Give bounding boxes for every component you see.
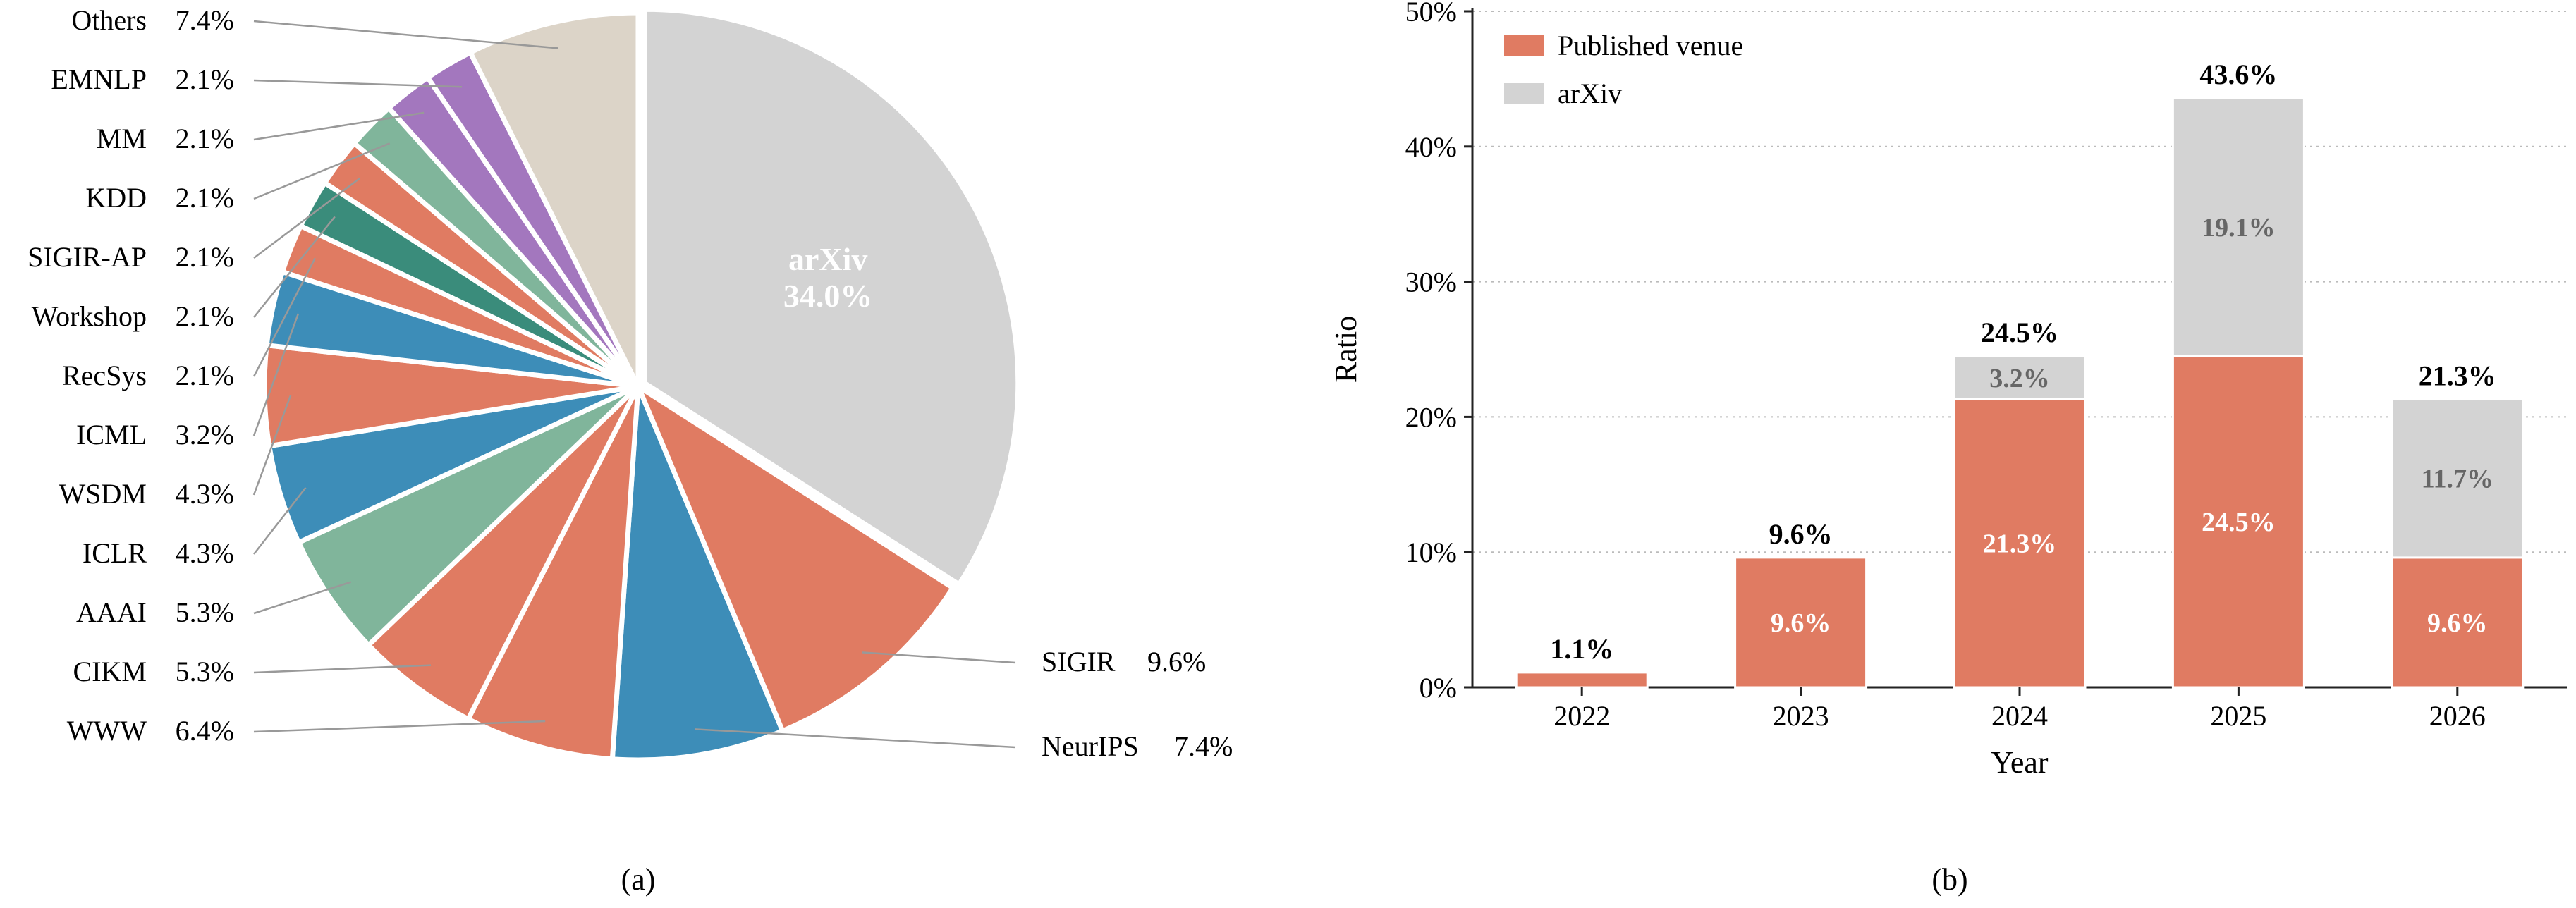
bar-total-2022: 1.1% xyxy=(1550,633,1613,665)
pie-leader-sigir-ap xyxy=(253,177,361,259)
bar-2025-published xyxy=(2171,355,2305,689)
xtick-label-2026: 2026 xyxy=(2429,700,2486,732)
pie-slice-neurips xyxy=(609,384,786,763)
pie-label-kdd: KDD xyxy=(85,182,147,214)
pie-value-emnlp: 2.1% xyxy=(176,63,234,95)
xtick-label-2023: 2023 xyxy=(1773,700,1829,732)
bar-chart: 0% 10% 20% 30% 40% 50% Ratio Year 1.1% 2022 9.6% 9.… xyxy=(1329,0,2567,780)
bar-label-2025-arxiv: 19.1% xyxy=(2202,213,2276,243)
bar-2025-arxiv xyxy=(2171,97,2305,357)
pie-value-workshop: 2.1% xyxy=(176,300,234,332)
bar-total-2025: 43.6% xyxy=(2199,59,2277,90)
bar-total-2026: 21.3% xyxy=(2419,360,2496,391)
pie-leader-www xyxy=(253,720,546,733)
pie-value-www: 6.4% xyxy=(176,715,234,747)
pie-leader-wsdm xyxy=(252,394,292,496)
pie-leader-aaai xyxy=(253,581,352,615)
bar-label-2024-arxiv: 3.2% xyxy=(1989,364,2050,393)
pie-value-aaai: 5.3% xyxy=(176,596,234,628)
pie-value-neurips: 7.4% xyxy=(1174,730,1233,762)
pie-slice-www xyxy=(465,384,641,762)
bar-label-2026-arxiv: 11.7% xyxy=(2422,465,2493,494)
bar-2024-arxiv xyxy=(1953,355,2087,400)
pie-label-sigir: SIGIR xyxy=(1042,646,1116,677)
pie-leader-mm xyxy=(253,111,425,141)
xtick-label-2024: 2024 xyxy=(1991,700,2048,732)
pie-label-recsys: RecSys xyxy=(62,360,147,391)
pie-leader-neurips xyxy=(695,728,1016,749)
pie-leader-workshop xyxy=(253,216,336,318)
pie-value-others: 7.4% xyxy=(176,4,234,36)
pie-slice-aaai xyxy=(296,384,641,648)
pie-leader-kdd xyxy=(253,142,391,200)
pie-value-mm: 2.1% xyxy=(176,123,234,154)
bar-2022-published xyxy=(1515,671,1649,689)
pie-leader-sigir xyxy=(862,651,1016,664)
bar-2026-published xyxy=(2391,556,2525,689)
pie-slice-cikm xyxy=(366,384,641,722)
pie-leader-others xyxy=(253,20,558,49)
ytick-label-30: 30% xyxy=(1405,266,1457,298)
legend-label-published: Published venue xyxy=(1558,30,1743,61)
pie-slice-others xyxy=(468,10,641,389)
ytick-label-10: 10% xyxy=(1405,536,1457,568)
caption-a: (a) xyxy=(621,862,656,897)
legend-swatch-arxiv xyxy=(1504,83,1544,104)
bar-2023-published xyxy=(1734,556,1868,689)
pie-label-sigir-ap: SIGIR-AP xyxy=(28,241,147,273)
pie-value-arxiv: 34.0% xyxy=(783,278,873,314)
bar-total-2024: 24.5% xyxy=(1981,317,2058,348)
bar-label-2024-published: 21.3% xyxy=(1983,529,2057,559)
pie-leader-icml xyxy=(252,313,300,436)
bar-label-2025-published: 24.5% xyxy=(2202,508,2276,537)
pie-label-cikm: CIKM xyxy=(73,656,147,687)
pie-leader-cikm xyxy=(253,664,432,674)
bar-label-2026-published: 9.6% xyxy=(2427,608,2488,638)
pie-label-arxiv: arXiv xyxy=(788,241,867,277)
pie-value-wsdm: 4.3% xyxy=(176,478,234,510)
pie-label-wsdm: WSDM xyxy=(59,478,147,510)
bar-2024-published xyxy=(1953,398,2087,689)
pie-value-kdd: 2.1% xyxy=(176,182,234,214)
pie-leader-emnlp xyxy=(253,79,463,88)
pie-value-iclr: 4.3% xyxy=(176,537,234,569)
bar-2026-arxiv xyxy=(2391,398,2525,559)
pie-label-aaai: AAAI xyxy=(76,596,147,628)
y-axis-label: Ratio xyxy=(1329,316,1363,383)
ytick-label-0: 0% xyxy=(1420,672,1457,704)
legend-swatch-published xyxy=(1504,35,1544,56)
pie-label-iclr: ICLR xyxy=(83,537,147,569)
pie-value-cikm: 5.3% xyxy=(176,656,234,687)
xtick-label-2022: 2022 xyxy=(1553,700,1610,732)
legend-label-arxiv: arXiv xyxy=(1558,78,1622,109)
pie-label-icml: ICML xyxy=(76,419,147,450)
ytick-label-40: 40% xyxy=(1405,131,1457,163)
bar-label-2023-published: 9.6% xyxy=(1771,608,1831,638)
pie-slice-arxiv xyxy=(642,6,1021,587)
pie-label-mm: MM xyxy=(97,123,147,154)
ytick-label-50: 50% xyxy=(1405,0,1457,27)
pie-label-emnlp: EMNLP xyxy=(51,63,147,95)
xtick-label-2025: 2025 xyxy=(2210,700,2266,732)
pie-label-workshop: Workshop xyxy=(32,300,147,332)
pie-label-others: Others xyxy=(71,4,147,36)
pie-label-neurips: NeurIPS xyxy=(1042,730,1139,762)
ytick-label-20: 20% xyxy=(1405,401,1457,433)
bar-total-2023: 9.6% xyxy=(1769,518,1833,550)
pie-slice-sigir xyxy=(635,384,956,734)
pie-value-sigir: 9.6% xyxy=(1147,646,1206,677)
x-axis-label: Year xyxy=(1991,745,2048,780)
pie-leader-iclr xyxy=(253,486,307,555)
pie-value-icml: 3.2% xyxy=(176,419,234,450)
caption-b: (b) xyxy=(1931,862,1967,897)
pie-value-recsys: 2.1% xyxy=(176,360,234,391)
pie-leader-recsys xyxy=(252,257,316,377)
pie-value-sigir-ap: 2.1% xyxy=(176,241,234,273)
pie-label-www: WWW xyxy=(67,715,147,747)
